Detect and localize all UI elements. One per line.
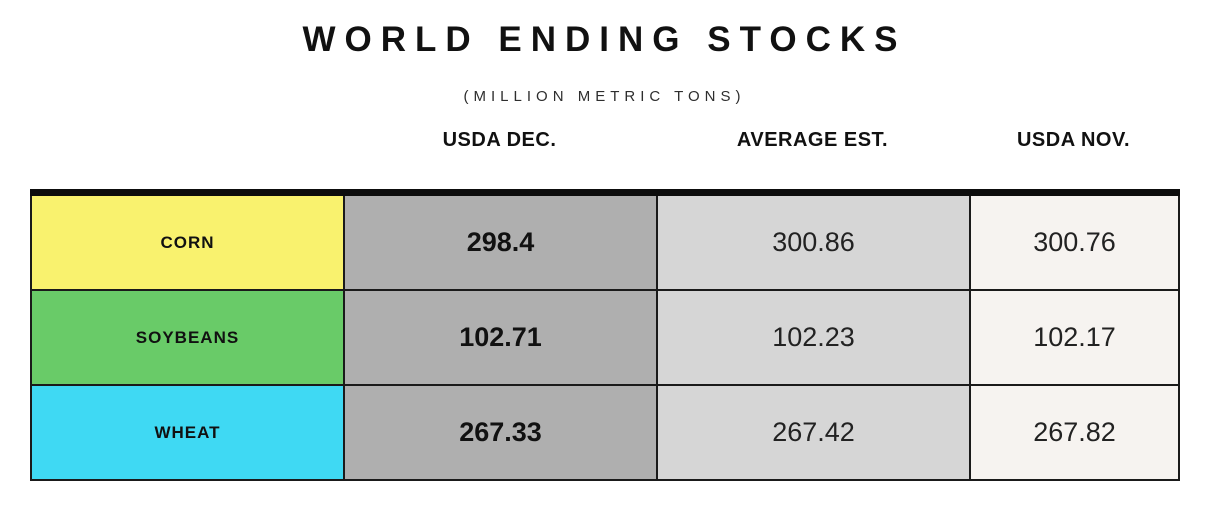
- column-header-usda-nov: USDA NOV.: [1016, 129, 1131, 151]
- column-header-usda-dec: USDA DEC.: [442, 129, 557, 151]
- wheat-label-cell: WHEAT: [30, 384, 345, 481]
- soybeans-average-est-value: 102.23: [656, 289, 971, 386]
- column-headers: USDA DEC. AVERAGE EST. USDA NOV.: [30, 129, 1178, 152]
- table-row-corn: CORN 298.4 300.86 300.76: [30, 191, 1180, 291]
- corn-usda-dec-value: 298.4: [343, 191, 658, 291]
- column-header-average-est: AVERAGE EST.: [736, 129, 889, 151]
- soybeans-usda-nov-value: 102.17: [969, 289, 1180, 386]
- corn-label-cell: CORN: [30, 191, 345, 291]
- wheat-usda-dec-value: 267.33: [343, 384, 658, 481]
- page-subtitle: (MILLION METRIC TONS): [463, 88, 746, 105]
- page-title: WORLD ENDING STOCKS: [302, 20, 907, 59]
- wheat-average-est-value: 267.42: [656, 384, 971, 481]
- corn-average-est-value: 300.86: [656, 191, 971, 291]
- column-header-spacer: [30, 129, 343, 152]
- soybeans-label-cell: SOYBEANS: [30, 289, 345, 386]
- wheat-usda-nov-value: 267.82: [969, 384, 1180, 481]
- table-row-wheat: WHEAT 267.33 267.42 267.82: [30, 384, 1180, 481]
- soybeans-usda-dec-value: 102.71: [343, 289, 658, 386]
- stocks-table: CORN 298.4 300.86 300.76 SOYBEANS 102.71…: [30, 189, 1180, 481]
- corn-usda-nov-value: 300.76: [969, 191, 1180, 291]
- table-row-soybeans: SOYBEANS 102.71 102.23 102.17: [30, 289, 1180, 386]
